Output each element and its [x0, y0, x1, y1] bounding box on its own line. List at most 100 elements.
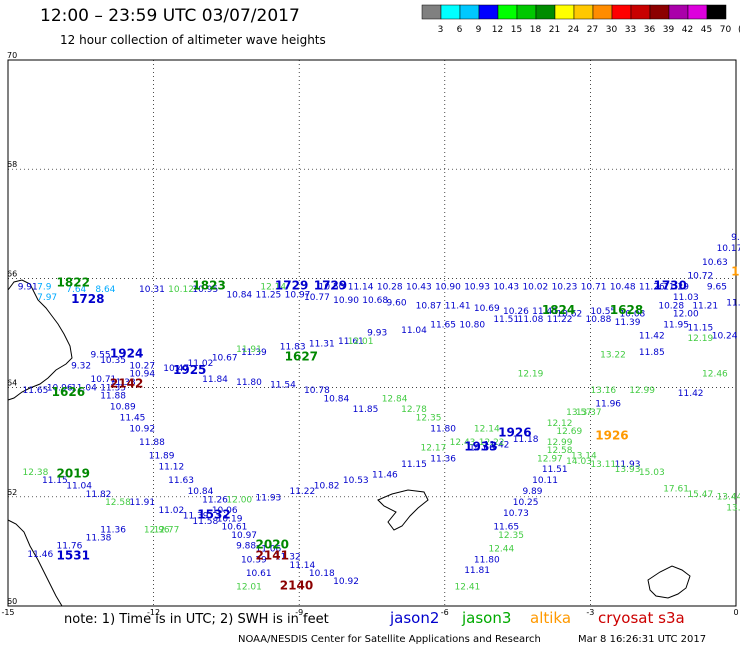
colorbar-label: 12: [492, 25, 503, 35]
swh-value: 13.44: [717, 493, 740, 503]
swh-value: 11.22: [289, 487, 315, 497]
swh-value: 10.95: [192, 285, 218, 295]
swh-value: 10.47: [163, 364, 189, 374]
credit-line: NOAA/NESDIS Center for Satellite Applica…: [238, 634, 541, 645]
swh-value: 11.08: [518, 315, 544, 325]
swh-value: 12.44: [488, 544, 514, 554]
swh-value: 10.06: [212, 506, 238, 516]
swh-value: 11.32: [275, 553, 301, 563]
swh-value: 12.41: [455, 583, 481, 593]
pass-id-label: 1626: [52, 385, 85, 399]
swh-value: 10.84: [323, 394, 349, 404]
swh-value: 10.68: [362, 296, 388, 306]
pass-id-label: 1729: [314, 278, 347, 292]
swh-value: 12.69: [556, 427, 582, 437]
pass-id-label: 2140: [280, 579, 313, 593]
legend-altika: altika: [530, 609, 572, 627]
swh-value: 12.43: [450, 438, 476, 448]
pass-id-label: 2141: [256, 549, 289, 563]
swh-value: 11.65: [493, 523, 519, 533]
swh-value: 11.06: [256, 544, 282, 554]
swh-value: 10.71: [91, 375, 117, 385]
pass-id-label: 1728: [71, 292, 104, 306]
colorbar-label: 9: [476, 25, 482, 35]
swh-value: 12.19: [687, 334, 713, 344]
colorbar-unit: (ft): [738, 25, 740, 35]
lon-tick-label: -15: [1, 608, 14, 617]
swh-value: 11.46: [372, 471, 398, 481]
swh-value: 12.19: [518, 370, 544, 380]
swh-value: 12.99: [547, 438, 573, 448]
lon-tick-label: -9: [295, 608, 303, 617]
swh-value: 11.36: [430, 454, 456, 464]
swh-value: 10.92: [333, 577, 359, 587]
swh-value: 11.63: [168, 476, 194, 486]
swh-value: 10.48: [610, 282, 636, 292]
swh-value: 10.43: [493, 282, 519, 292]
swh-value: 10.67: [212, 353, 238, 363]
map-title: 12:00 – 23:59 UTC 03/07/2017: [40, 6, 300, 26]
swh-value: 10.19: [217, 514, 243, 524]
swh-value: 11.80: [430, 424, 456, 434]
lat-tick-label: 70: [7, 51, 17, 60]
swh-value: 11.91: [129, 498, 155, 508]
swh-value: 12.38: [23, 468, 49, 478]
swh-value: 11.80: [474, 555, 500, 565]
pass-id-label: 1531: [57, 549, 90, 563]
swh-value: 10.35: [100, 356, 126, 366]
swh-value: 10.23: [552, 282, 578, 292]
pass-id-label: 1823: [192, 278, 225, 292]
swh-value: 10.50: [319, 282, 345, 292]
swh-value: 13.14: [571, 452, 597, 462]
swh-value: 11.81: [464, 566, 490, 576]
colorbar-label: 36: [644, 25, 656, 35]
lon-tick-label: -3: [586, 608, 594, 617]
swh-value: 11.51: [493, 315, 519, 325]
swh-value: 11.93: [256, 494, 282, 504]
legend-jason2: jason2: [390, 609, 440, 627]
lat-tick-label: 66: [7, 269, 17, 278]
lat-tick-label: 62: [7, 488, 17, 497]
swh-value: 10.78: [304, 386, 330, 396]
swh-value: 11.39: [615, 318, 641, 328]
colorbar-label: 27: [587, 25, 598, 35]
swh-value: 11.93: [615, 460, 641, 470]
swh-value: 11.45: [120, 413, 146, 423]
swh-value: 11.14: [348, 282, 374, 292]
colorbar-label: 70: [720, 25, 732, 35]
swh-value: 12.00: [226, 495, 252, 505]
swh-value: 12.78: [401, 405, 427, 415]
swh-value: 11.26: [639, 282, 665, 292]
colorbar-label: 24: [568, 25, 580, 35]
swh-value: 12.46: [702, 370, 728, 380]
axis-ticks: -15 -12 -9 -6 -3 0 70 68 66 64 62 60: [1, 51, 738, 617]
swh-value: 11.33: [110, 378, 136, 388]
pass-id-label: 1924: [110, 347, 143, 361]
swh-value: 12.58: [547, 446, 573, 456]
swh-value: 10.88: [586, 315, 612, 325]
colorbar-label: 42: [682, 25, 693, 35]
swh-value: 10.53: [343, 476, 369, 486]
pass-id-label: 1532: [197, 508, 230, 522]
colorbar-label: 18: [530, 25, 542, 35]
pass-id-label: 1933: [464, 439, 497, 453]
colorbar-label: 15: [511, 25, 522, 35]
swh-value: 10.82: [314, 482, 340, 492]
lat-tick-label: 68: [7, 160, 17, 169]
swh-value: 11.76: [57, 542, 83, 552]
swh-value: 14.03: [566, 457, 592, 467]
swh-value: 10.63: [702, 258, 728, 268]
pass-id-label: 1729: [275, 278, 308, 292]
swh-value: 11.12: [158, 463, 184, 473]
swh-value: 9.91: [18, 282, 38, 292]
swh-value: 11.16: [726, 299, 740, 309]
swh-value: 10.69: [474, 304, 500, 314]
lon-tick-label: -6: [441, 608, 449, 617]
swh-value: 12.99: [629, 386, 655, 396]
pass-id-label: 1926: [498, 426, 531, 440]
map-subtitle: 12 hour collection of altimeter wave hei…: [60, 33, 326, 47]
legend-jason3: jason3: [462, 609, 512, 627]
swh-value: 11.21: [692, 301, 718, 311]
swh-value: 10.72: [687, 271, 713, 281]
